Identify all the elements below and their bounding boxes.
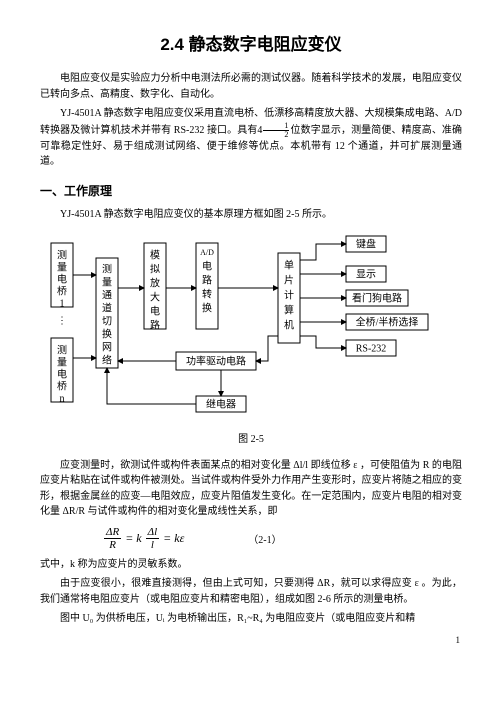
section-heading-1: 一、工作原理	[40, 182, 462, 199]
bridgen-char2: 量	[57, 356, 67, 368]
equation-2-1: ΔR R = k Δl l = kε （2-1）	[40, 526, 462, 551]
rs232-label: RS-232	[356, 343, 387, 354]
intro-paragraph-1: 电阻应变仪是实验应力分析中电测法所必需的测试仪器。随着科学技术的发展，电阻应变仪…	[40, 71, 462, 102]
mcu2: 片	[284, 273, 294, 286]
mcu5: 机	[284, 318, 294, 331]
dr: ΔR	[104, 526, 121, 539]
page-number: 1	[456, 635, 461, 645]
bridgesel-label: 全桥/半桥选择	[356, 315, 419, 328]
bridge1-char3: 电	[57, 272, 67, 285]
ad3: 转	[202, 287, 212, 300]
paragraph-5: 式中，k 称为应变片的灵敏系数。	[40, 557, 462, 573]
sw4: 道	[102, 301, 112, 314]
relay-label: 继电器	[206, 397, 236, 410]
mcu3: 计	[284, 288, 294, 301]
sw7: 网	[102, 341, 112, 353]
frac-dl-l: Δl l	[146, 526, 160, 551]
paragraph-4: 应变测量时，欲测试件或构件表面某点的相对变化量 Δl/l 即线位移 ε ，可使阻…	[40, 458, 462, 520]
intro-paragraph-2: YJ-4501A 静态数字电阻应变仪采用直流电桥、低漂移高精度放大器、大规模集成…	[40, 106, 462, 170]
paragraph-7: 图中 U₀ 为供桥电压，Uᵢ 为电桥输出压，R₁~R₄ 为电阻应变片（或电阻应变…	[40, 611, 462, 627]
sw2: 量	[102, 276, 112, 288]
amp3: 放	[150, 276, 160, 289]
power-label: 功率驱动电路	[186, 354, 246, 367]
amp2: 拟	[150, 262, 160, 275]
paragraph-6: 由于应变很小，很难直接测得，但由上式可知，只要测得 ΔR，就可以求得应变 ε 。…	[40, 576, 462, 607]
watchdog-label: 看门狗电路	[352, 291, 402, 304]
r: R	[107, 539, 118, 551]
inline-fraction: 12	[263, 122, 289, 139]
eq-k1: = k	[121, 531, 145, 546]
page-title: 2.4 静态数字电阻应变仪	[40, 30, 462, 55]
mcu1: 单	[284, 259, 294, 271]
bridgen-char1: 测	[57, 343, 67, 356]
sw5: 切	[102, 315, 112, 327]
equation-number: （2-1）	[248, 531, 281, 546]
frac-den: 2	[263, 131, 289, 139]
amp1: 模	[150, 249, 160, 261]
principle-intro: YJ-4501A 静态数字电阻应变仪的基本原理方框如图 2-5 所示。	[40, 207, 462, 223]
bridge1-char5: 1	[60, 298, 65, 309]
l: l	[149, 539, 156, 551]
bridge1-char1: 测	[57, 248, 67, 261]
dl: Δl	[146, 526, 160, 539]
bridge1-char2: 量	[57, 261, 67, 273]
amp6: 路	[150, 318, 160, 331]
sw3: 通	[102, 289, 112, 301]
sw1: 测	[102, 262, 112, 275]
keyboard-label: 键盘	[356, 237, 376, 250]
block-diagram: 测 量 电 桥 1 测 量 电 桥 n ⋮ 测 量 通 道 切	[40, 228, 462, 428]
eq-keps: = kε	[159, 531, 188, 546]
ellipsis: ⋮	[57, 315, 67, 326]
sw8: 络	[102, 353, 112, 366]
amp5: 电	[150, 304, 160, 317]
ad0: A/D	[200, 248, 214, 257]
frac-whole: 4	[257, 124, 262, 135]
frac-dr-r: ΔR R	[104, 526, 121, 551]
display-label: 显示	[356, 268, 376, 280]
amp4: 大	[150, 290, 160, 303]
bridgen-char3: 电	[57, 367, 67, 380]
bridgen-char5: n	[60, 393, 65, 404]
ad1: 电	[202, 259, 212, 272]
ad2: 路	[202, 273, 212, 286]
mcu4: 算	[284, 303, 294, 316]
ad4: 换	[202, 301, 212, 314]
figure-caption: 图 2-5	[40, 432, 462, 448]
sw6: 换	[102, 327, 112, 340]
bridgen-char4: 桥	[57, 380, 67, 392]
bridge1-char4: 桥	[57, 285, 67, 297]
